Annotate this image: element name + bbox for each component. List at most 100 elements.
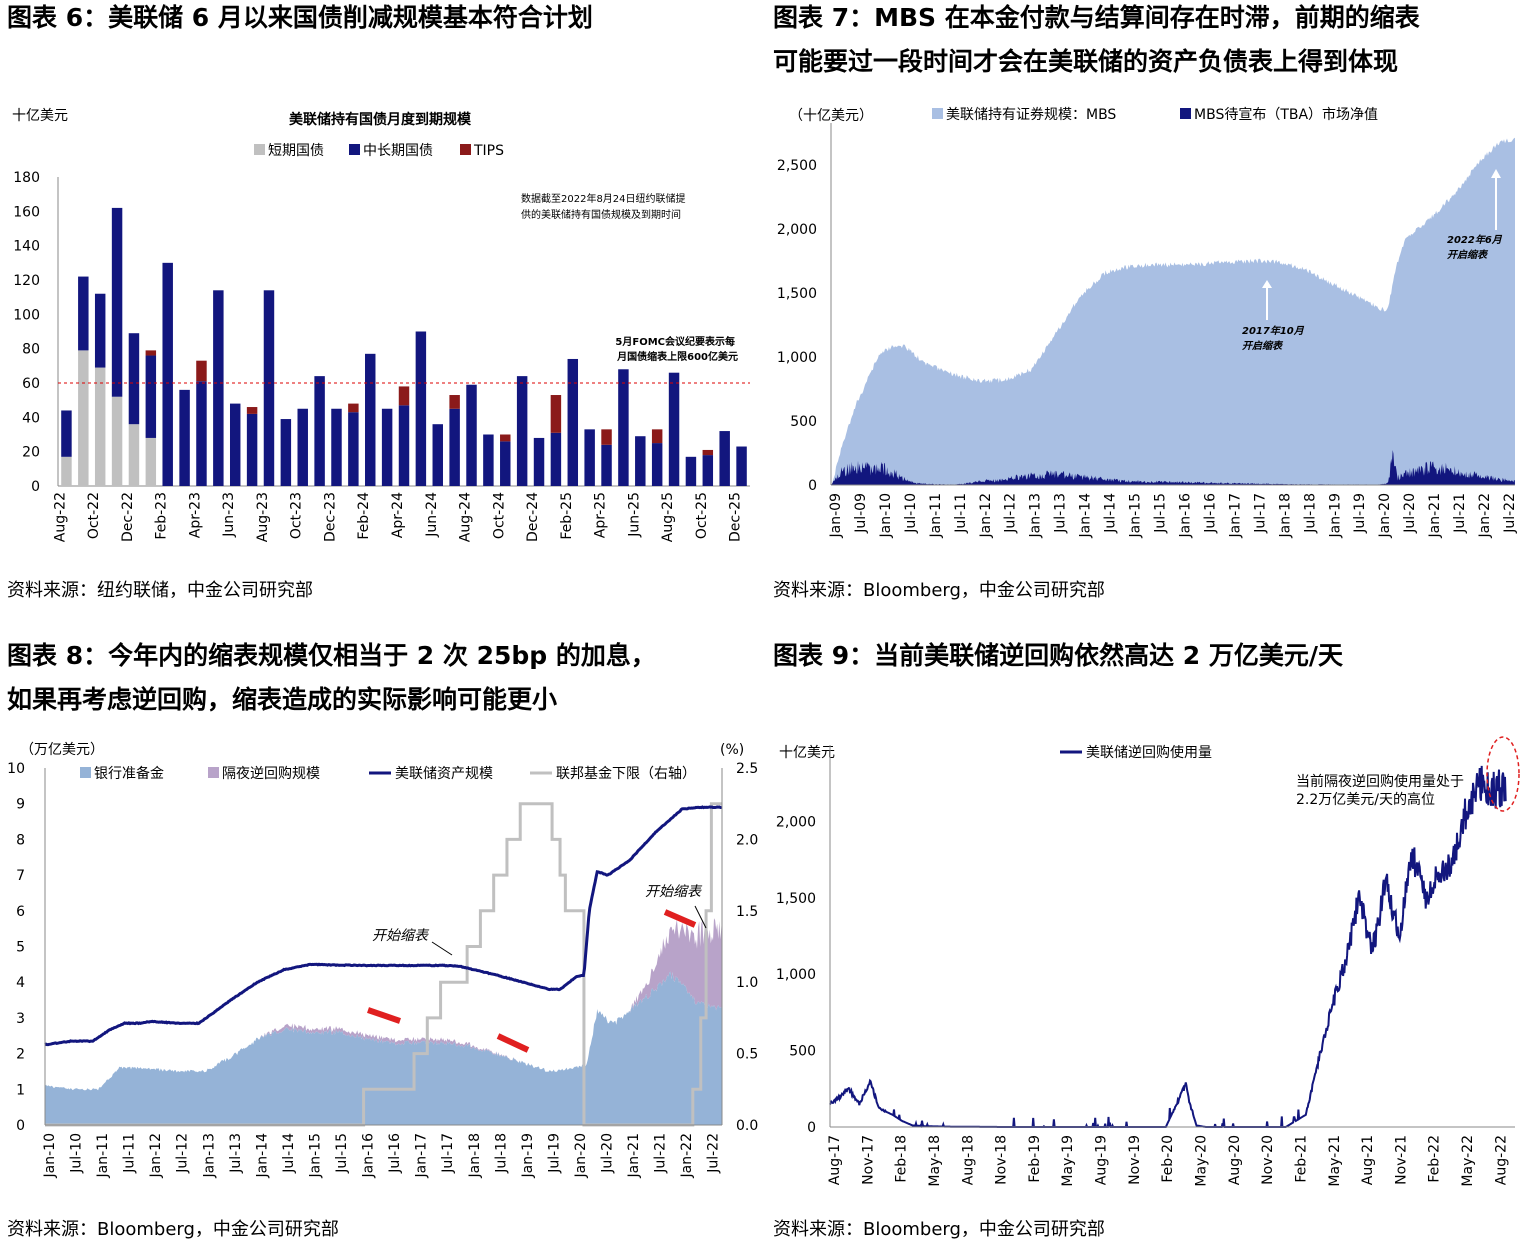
fig6-bar-Apr-25-1 — [601, 444, 612, 486]
fig8-xtick: Jul-16 — [387, 1133, 403, 1174]
fig6-bar-Nov-25-1 — [719, 431, 730, 486]
fig8-ylabel-right: (%) — [720, 742, 744, 758]
fig7-ylabel: （十亿美元） — [789, 108, 873, 124]
fig9-xtick: May-19 — [1060, 1135, 1076, 1187]
fig9-xtick: May-18 — [927, 1135, 943, 1187]
fig9-ylabel: 十亿美元 — [779, 745, 835, 761]
fig8-legend-ffr-label: 联邦基金下限（右轴） — [556, 765, 696, 782]
fig9-legend-rrp-label: 美联储逆回购使用量 — [1086, 744, 1212, 761]
fig8-ytick: 9 — [16, 797, 25, 813]
fig8-ann-2: 开始缩表 — [645, 884, 703, 900]
fig6-legend-mid-label: 中长期国债 — [363, 143, 433, 159]
fig8-xtick: Jul-21 — [653, 1133, 669, 1174]
fig6-bar-Dec-25-1 — [736, 446, 747, 486]
fig8-xtick: Jul-15 — [334, 1133, 350, 1174]
fig6-ytick: 80 — [22, 342, 40, 358]
fig9-xtick: Aug-22 — [1493, 1135, 1509, 1185]
fig6-bar-May-23-1 — [213, 290, 224, 486]
fig8-ytick: 1 — [16, 1082, 25, 1098]
fig6-ref-label-1: 5月FOMC会议纪要表示每 — [615, 335, 735, 348]
fig7-legend-mbs-swatch — [932, 108, 943, 119]
fig8-title-line2: 如果再考虑逆回购，缩表造成的实际影响可能更小 — [7, 685, 558, 714]
fig9-xtick: Feb-21 — [1293, 1135, 1309, 1183]
fig9-ann-1: 当前隔夜逆回购使用量处于 — [1296, 773, 1464, 790]
fig8-xtick: Jan-21 — [626, 1133, 642, 1178]
fig9-ytick: 1,500 — [776, 891, 816, 907]
fig6-bar-Mar-25-1 — [584, 429, 595, 486]
fig6-ytick: 20 — [22, 445, 40, 461]
fig7-xtick: Jan-09 — [828, 493, 844, 538]
fig8-title-line1: 图表 8：今年内的缩表规模仅相当于 2 次 25bp 的加息， — [7, 641, 656, 670]
fig6-bar-Feb-25-1 — [567, 358, 579, 486]
fig6-bar-Oct-24-1 — [500, 441, 511, 486]
fig6-bar-Jan-23-2 — [145, 350, 157, 356]
fig8-ytick-right: 2.5 — [736, 761, 758, 777]
fig7-xtick: Jul-21 — [1452, 493, 1468, 534]
fig9-ytick: 2,000 — [776, 814, 816, 830]
fig8-xtick: Jan-10 — [42, 1133, 58, 1178]
fig7-ytick: 1,500 — [777, 286, 817, 302]
fig7-xtick: Jan-21 — [1427, 493, 1443, 538]
fig7-xtick: Jan-14 — [1078, 493, 1094, 539]
fig7-xtick: Jul-10 — [903, 493, 919, 534]
fig6-bar-Sep-22-0 — [78, 350, 89, 486]
fig7-xtick: Jan-13 — [1028, 493, 1044, 538]
fig9-xtick: Nov-20 — [1260, 1135, 1276, 1185]
fig7-area-tba — [831, 450, 1515, 485]
fig6-xtick: Feb-24 — [356, 492, 372, 540]
fig6-bar-Apr-24-2 — [398, 386, 410, 406]
fig6-bar-Jan-23-0 — [145, 437, 157, 486]
fig8-line-balance-sheet — [44, 805, 722, 1047]
fig8-legend-reserves-swatch — [80, 767, 91, 778]
fig8-xtick: Jul-12 — [175, 1133, 191, 1174]
fig6-xtick: Apr-24 — [390, 492, 406, 538]
fig9-xtick: Nov-19 — [1127, 1135, 1143, 1185]
fig7-legend-mbs-label: 美联储持有证券规模：MBS — [946, 107, 1116, 123]
fig9-xtick: May-22 — [1460, 1135, 1476, 1187]
fig7-title-line2: 可能要过一段时间才会在美联储的资产负债表上得到体现 — [773, 47, 1399, 76]
fig8-ytick: 0 — [16, 1118, 25, 1134]
fig6-bar-Jun-24-1 — [432, 424, 443, 486]
fig8-xtick: Jul-10 — [69, 1133, 85, 1174]
fig6-bar-Oct-25-1 — [702, 455, 714, 486]
fig7-xtick: Jul-14 — [1103, 493, 1119, 534]
fig6-bar-Jul-23-1 — [246, 413, 258, 486]
fig6-note-1: 数据截至2022年8月24日纽约联储提 — [521, 192, 686, 205]
fig8-legend-bs-label: 美联储资产规模 — [395, 766, 493, 782]
fig9-xtick: May-20 — [1193, 1135, 1209, 1187]
fig6-xtick: Apr-23 — [187, 492, 203, 538]
fig6-xtick: Oct-25 — [694, 492, 710, 539]
fig8-ytick: 8 — [16, 832, 25, 848]
fig8-xtick: Jan-11 — [95, 1133, 111, 1178]
fig6-bar-Dec-22-1 — [128, 333, 140, 425]
fig6-bar-Oct-22-0 — [94, 367, 106, 486]
fig8-xtick: Jan-13 — [201, 1133, 217, 1178]
fig8-ylabel: （万亿美元） — [20, 742, 104, 758]
fig8-ytick-right: 2.0 — [736, 832, 758, 848]
fig8-red-arrow-2 — [663, 909, 697, 928]
fig6-bar-Jul-24-1 — [449, 408, 460, 486]
fig7-ann-2017-1: 2017年10月 — [1242, 325, 1305, 337]
fig6-xtick: Dec-24 — [525, 492, 541, 542]
fig7-xtick: Jan-19 — [1327, 493, 1343, 538]
fig6-legend-mid-swatch — [349, 144, 360, 155]
fig8-xtick: Jan-20 — [573, 1133, 589, 1178]
fig7-xtick: Jan-18 — [1277, 493, 1293, 538]
fig6-bar-Dec-22-0 — [128, 424, 140, 486]
fig7-source: 资料来源：Bloomberg，中金公司研究部 — [773, 580, 1105, 601]
fig6-ytick: 160 — [13, 204, 40, 220]
fig8-line-ffr — [45, 802, 722, 1127]
fig6-bar-Oct-22-1 — [94, 293, 106, 368]
fig6-xtick: Aug-25 — [660, 492, 676, 542]
fig6-bar-Jan-25-2 — [550, 395, 562, 433]
fig6-ytick: 100 — [13, 307, 40, 323]
fig6-bar-Jul-23-2 — [246, 407, 258, 414]
fig6-bar-Aug-22-0 — [61, 456, 72, 486]
fig8-ann-1-pointer — [431, 941, 453, 956]
fig8-ann-1: 开始缩表 — [372, 928, 430, 944]
fig6-bar-May-25-1 — [618, 369, 629, 486]
fig6-bar-Nov-24-1 — [516, 376, 528, 486]
fig6-xtick: Oct-22 — [86, 492, 102, 539]
fig9-xtick: Feb-22 — [1427, 1135, 1443, 1183]
fig6-bar-Aug-23-1 — [263, 290, 275, 486]
